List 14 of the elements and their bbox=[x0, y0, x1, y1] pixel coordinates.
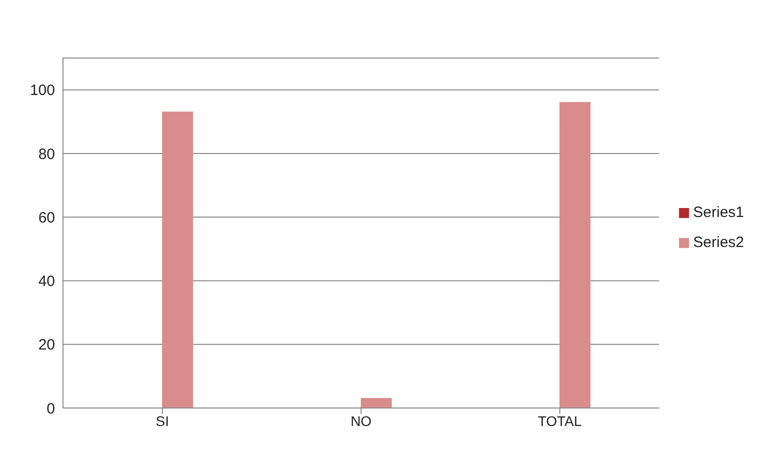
y-tick-label: 40 bbox=[38, 273, 55, 290]
y-tick-label: 100 bbox=[30, 82, 55, 100]
bar bbox=[360, 398, 392, 408]
bar bbox=[162, 112, 194, 408]
y-tick-label: 60 bbox=[38, 209, 55, 226]
y-tick-label: 0 bbox=[46, 400, 55, 418]
legend-label: Series1 bbox=[693, 204, 744, 221]
bar bbox=[559, 102, 590, 408]
x-tick-label: SI bbox=[156, 412, 169, 429]
y-tick-label: 80 bbox=[38, 146, 55, 163]
legend-label: Series2 bbox=[693, 234, 744, 251]
x-tick-label: NO bbox=[350, 412, 372, 429]
x-tick-label: TOTAL bbox=[538, 412, 582, 429]
y-tick-label: 20 bbox=[38, 336, 55, 354]
